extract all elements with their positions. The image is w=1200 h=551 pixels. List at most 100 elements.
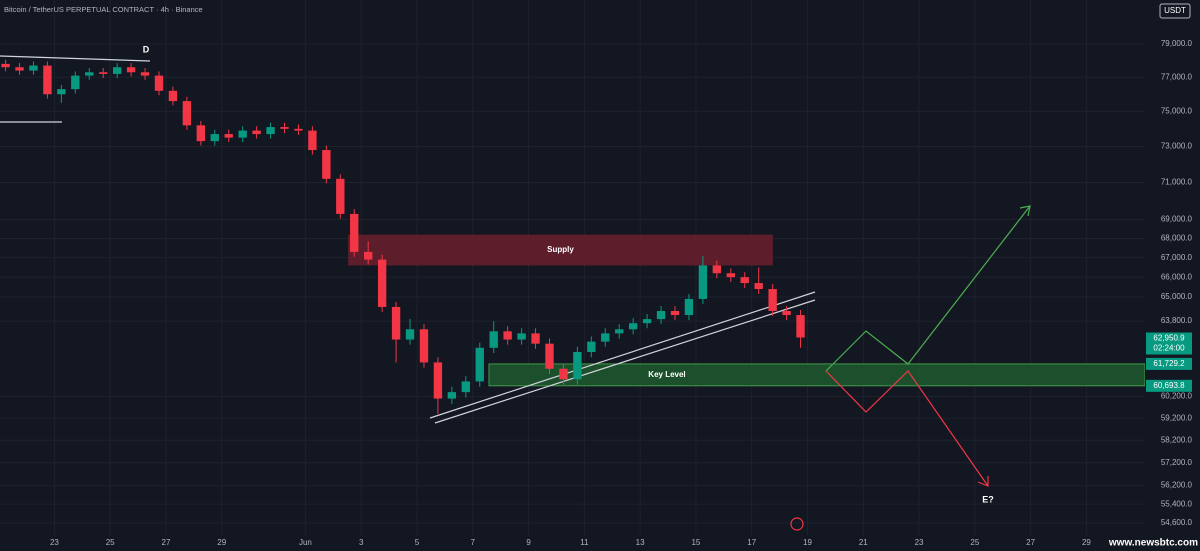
- price-label: 60,693.8: [1153, 381, 1185, 390]
- currency: USDT: [1164, 6, 1186, 15]
- candle-body: [726, 273, 735, 278]
- zone-label: Supply: [547, 245, 574, 254]
- candle-body: [573, 351, 582, 380]
- candle-body: [531, 333, 540, 344]
- candle-body: [350, 213, 359, 252]
- candle-body: [698, 265, 708, 299]
- candle-body: [182, 101, 192, 126]
- wave-label: E?: [982, 494, 994, 504]
- candle-body: [712, 265, 722, 274]
- candle-body: [266, 127, 275, 135]
- y-tick-label: 68,000.0: [1161, 234, 1193, 243]
- candle-body: [545, 343, 554, 369]
- x-tick-label: 17: [747, 538, 756, 547]
- price-label-box: [1146, 379, 1192, 392]
- candle-body: [322, 150, 331, 179]
- y-tick-label: 69,000.0: [1161, 215, 1193, 224]
- x-tick-label: 29: [1082, 538, 1091, 547]
- y-tick-label: 59,200.0: [1161, 413, 1193, 422]
- x-tick-label: 25: [106, 538, 115, 547]
- candle-body: [112, 67, 122, 74]
- candle-body: [559, 368, 568, 380]
- bear-path: [825, 370, 989, 487]
- candle-body: [475, 347, 484, 382]
- x-tick-label: 15: [691, 538, 700, 547]
- candle-body: [433, 362, 443, 399]
- price-label-box: [1146, 332, 1192, 355]
- candle-body: [628, 323, 638, 330]
- candle-body: [489, 331, 498, 348]
- x-tick-label: 27: [162, 538, 171, 547]
- candle-body: [336, 178, 345, 214]
- y-tick-label: 77,000.0: [1161, 72, 1193, 81]
- currency-box: [1159, 3, 1191, 19]
- x-tick-label: 19: [803, 538, 812, 547]
- watermark: www.newsbtc.com: [1108, 538, 1198, 549]
- candle-body: [754, 283, 763, 290]
- candle-body: [210, 134, 219, 142]
- candle-body: [140, 72, 150, 76]
- candle-body: [196, 125, 206, 142]
- x-tick-label: 25: [970, 538, 979, 547]
- chart-title: Bitcoin / TetherUS PERPETUAL CONTRACT · …: [4, 5, 203, 14]
- candle-body: [391, 306, 401, 340]
- candle-body: [29, 65, 38, 71]
- candle-body: [503, 331, 512, 340]
- candle-body: [587, 341, 596, 352]
- x-tick-label: 23: [915, 538, 924, 547]
- y-tick-label: 73,000.0: [1161, 142, 1193, 151]
- candle-body: [684, 298, 694, 316]
- trend-line: [429, 291, 816, 419]
- x-tick-label: 3: [359, 538, 364, 547]
- candle-body: [1, 63, 10, 68]
- bull-path: [825, 205, 1031, 372]
- x-tick-label: 23: [50, 538, 59, 547]
- x-tick-label: 7: [471, 538, 476, 547]
- candle-body: [768, 289, 777, 312]
- arrow-head: [1019, 205, 1031, 217]
- arrow-head: [977, 476, 989, 487]
- y-tick-label: 54,600.0: [1161, 518, 1193, 527]
- grid: [0, 0, 1145, 540]
- candle-body: [517, 333, 526, 340]
- x-tick-label: 21: [859, 538, 868, 547]
- candle-body: [224, 134, 233, 138]
- price-label-box: [1146, 357, 1192, 370]
- zones: Supply Key Level: [348, 234, 1146, 387]
- candle-body: [642, 319, 652, 324]
- candle-body: [294, 128, 303, 131]
- candle-body: [447, 392, 457, 399]
- price-axis: [1145, 0, 1200, 535]
- x-tick-label: 29: [217, 538, 226, 547]
- x-tick-label: 13: [636, 538, 645, 547]
- y-tick-label: 79,000.0: [1161, 39, 1193, 48]
- candle-body: [126, 67, 136, 73]
- y-tick-label: 63,800.0: [1161, 316, 1193, 325]
- candle-body: [43, 65, 52, 95]
- y-tick-label: 75,000.0: [1161, 107, 1193, 116]
- y-tick-label: 67,000.0: [1161, 253, 1193, 262]
- candle-body: [252, 130, 261, 135]
- drawings: [0, 55, 1031, 531]
- candle-body: [796, 315, 805, 338]
- zone-label: Key Level: [648, 370, 685, 379]
- candle-body: [405, 329, 415, 340]
- candle-body: [280, 127, 289, 129]
- x-tick-label: 27: [1026, 538, 1035, 547]
- x-tick-label: 5: [415, 538, 420, 547]
- y-tick-label: 65,000.0: [1161, 292, 1193, 301]
- price-label: 61,729.2: [1153, 359, 1185, 368]
- candle-body: [419, 329, 429, 363]
- candle-body: [57, 89, 66, 95]
- trend-line: [434, 299, 816, 424]
- candle-body: [168, 90, 178, 102]
- candle-body: [308, 130, 317, 151]
- candle-body: [782, 311, 791, 316]
- candles: [1, 59, 805, 414]
- y-tick-label: 71,000.0: [1161, 178, 1193, 187]
- candle-body: [656, 311, 666, 320]
- candle-body: [364, 251, 373, 260]
